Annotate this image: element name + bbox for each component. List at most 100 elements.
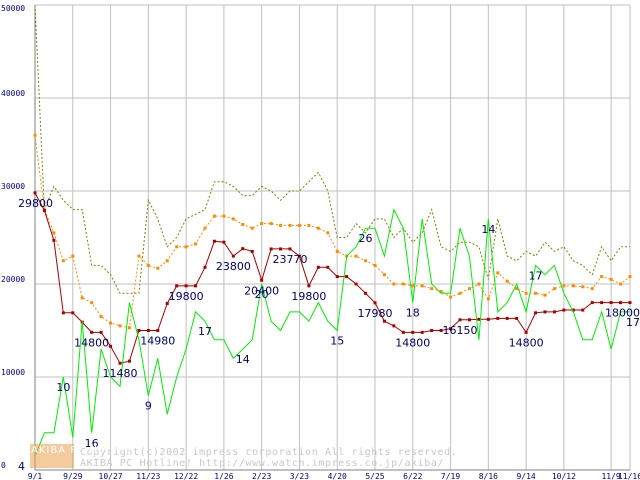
series-layer: [33, 4, 632, 457]
data-point-average: [401, 282, 405, 286]
data-label-min: 16150: [443, 324, 478, 337]
data-label-shops: 14: [236, 353, 250, 366]
x-tick-label: 10/27: [99, 472, 123, 480]
data-point-min: [146, 329, 150, 332]
data-label-min: 19800: [169, 290, 204, 303]
data-point-average: [184, 245, 188, 249]
data-point-average: [515, 287, 519, 291]
data-label-shops: 26: [359, 232, 373, 245]
series-line-max: [34, 4, 630, 294]
x-tick-label: 7/19: [441, 472, 460, 480]
data-point-average: [467, 287, 471, 291]
data-point-average: [430, 287, 434, 291]
data-point-average: [118, 324, 122, 328]
x-tick-label: 11/16: [618, 472, 640, 480]
data-label-shops: 17: [529, 269, 543, 282]
data-point-min: [619, 301, 623, 305]
data-point-min: [581, 308, 585, 312]
data-point-min: [52, 238, 56, 242]
data-point-min: [279, 247, 283, 251]
data-point-average: [241, 222, 245, 226]
data-point-min: [99, 330, 103, 334]
data-point-average: [505, 279, 509, 283]
data-point-average: [449, 295, 453, 299]
data-point-average: [146, 263, 150, 267]
x-tick-label: 10/12: [552, 472, 576, 480]
data-label-min: 11480: [103, 367, 138, 380]
data-point-min: [562, 308, 566, 312]
y-tick-label: 30000: [1, 182, 25, 191]
data-point-min: [439, 329, 443, 332]
data-point-average: [231, 217, 235, 221]
data-point-average: [90, 301, 94, 305]
data-label-min: 23800: [216, 260, 251, 273]
data-point-average: [571, 284, 575, 288]
data-label-min: 14800: [395, 336, 430, 349]
site-url-text: AKIBA PC Hotline! http://www.watch.impre…: [80, 458, 444, 469]
data-label-shops: 10: [56, 381, 70, 394]
data-point-min: [90, 330, 94, 334]
data-point-average: [439, 289, 443, 293]
data-point-average: [156, 266, 160, 270]
data-point-min: [486, 317, 490, 321]
data-point-min: [354, 282, 358, 286]
data-label-shops: 4: [18, 460, 25, 473]
data-point-min: [307, 284, 311, 288]
data-point-min: [590, 301, 594, 305]
data-point-average: [382, 273, 386, 277]
data-point-min: [269, 247, 273, 251]
x-tick-label: 11/9: [601, 472, 620, 480]
data-point-min: [571, 308, 575, 312]
data-point-average: [52, 231, 56, 235]
data-point-average: [137, 254, 141, 258]
data-point-average: [552, 287, 556, 291]
data-point-min: [467, 318, 471, 322]
data-point-min: [231, 254, 235, 258]
data-label-shops: 9: [145, 400, 152, 413]
data-point-average: [411, 284, 415, 288]
data-point-average: [260, 222, 264, 226]
data-point-min: [609, 301, 613, 305]
data-label-shops: 20: [255, 288, 269, 301]
y-tick-label: 40000: [1, 89, 25, 98]
data-point-average: [127, 326, 131, 330]
y-tick-label: 20000: [1, 275, 25, 284]
data-point-min: [392, 324, 396, 328]
data-point-average: [524, 291, 528, 295]
data-point-min: [61, 311, 65, 315]
data-point-min: [534, 311, 538, 315]
series-line-shops: [34, 208, 630, 457]
series-line-min: [34, 192, 630, 364]
data-point-average: [458, 291, 462, 295]
x-tick-label: 3/23: [290, 472, 309, 480]
akiba-logo: [30, 444, 74, 468]
data-point-min: [543, 310, 547, 314]
data-point-min: [382, 319, 386, 323]
data-point-min: [109, 344, 113, 348]
data-point-min: [118, 361, 122, 365]
labels-layer: 29800 14800 11480 14980 19800 23800 20400 23770…: [18, 197, 640, 473]
data-point-average: [279, 223, 283, 227]
data-point-average: [364, 259, 368, 263]
data-point-average: [297, 223, 301, 227]
data-label-shops: 15: [330, 335, 344, 348]
data-point-average: [80, 296, 84, 300]
data-label-min: 29800: [18, 197, 53, 210]
data-label-shops: 17: [198, 325, 212, 338]
data-point-average: [194, 242, 198, 246]
data-point-average: [609, 277, 613, 281]
data-point-min: [411, 330, 415, 334]
data-point-min: [194, 284, 198, 288]
data-point-min: [449, 327, 453, 331]
data-label-min: 17980: [358, 307, 393, 320]
x-tick-label: 1/26: [214, 472, 233, 480]
data-point-average: [288, 223, 292, 227]
data-point-min: [326, 265, 330, 269]
x-tick-label: 5/25: [365, 472, 384, 480]
x-tick-label: 9/29: [63, 472, 82, 480]
data-point-min: [477, 317, 481, 321]
akiba-logo-text: AKIBA PC Hotline: [31, 445, 133, 456]
data-point-min: [241, 247, 245, 251]
x-tick-label: 9/14: [516, 472, 535, 480]
